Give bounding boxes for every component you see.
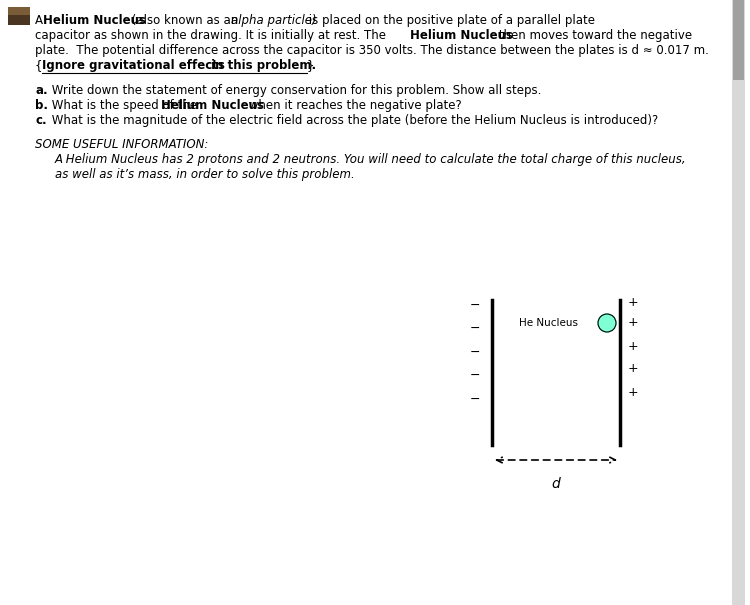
- FancyBboxPatch shape: [732, 0, 745, 605]
- Text: +: +: [628, 295, 638, 309]
- Text: as well as it’s mass, in order to solve this problem.: as well as it’s mass, in order to solve …: [55, 168, 355, 181]
- Text: A: A: [35, 14, 46, 27]
- Text: What is the magnitude of the electric field across the plate (before the Helium : What is the magnitude of the electric fi…: [48, 114, 658, 127]
- Text: Write down the statement of energy conservation for this problem. Show all steps: Write down the statement of energy conse…: [48, 84, 542, 97]
- Text: +: +: [628, 387, 638, 399]
- Text: −: −: [470, 298, 480, 312]
- Text: (also known as an: (also known as an: [128, 14, 242, 27]
- FancyBboxPatch shape: [8, 7, 30, 25]
- Text: capacitor as shown in the drawing. It is initially at rest. The: capacitor as shown in the drawing. It is…: [35, 29, 390, 42]
- Text: −: −: [470, 368, 480, 382]
- Text: +: +: [628, 316, 638, 330]
- Text: }: }: [307, 59, 314, 72]
- Text: Ignore gravitational effects: Ignore gravitational effects: [42, 59, 225, 72]
- Text: SOME USEFUL INFORMATION:: SOME USEFUL INFORMATION:: [35, 138, 209, 151]
- Text: +: +: [628, 362, 638, 376]
- Text: plate.  The potential difference across the capacitor is 350 volts. The distance: plate. The potential difference across t…: [35, 44, 709, 57]
- Text: then moves toward the negative: then moves toward the negative: [495, 29, 692, 42]
- Text: Helium Nucleus: Helium Nucleus: [410, 29, 513, 42]
- Text: Helium Nucleus: Helium Nucleus: [161, 99, 264, 112]
- Text: −: −: [470, 345, 480, 359]
- Text: a.: a.: [35, 84, 48, 97]
- Text: He Nucleus: He Nucleus: [519, 318, 578, 328]
- Text: alpha particle): alpha particle): [231, 14, 316, 27]
- Text: is placed on the positive plate of a parallel plate: is placed on the positive plate of a par…: [305, 14, 595, 27]
- Text: +: +: [628, 339, 638, 353]
- Text: b.: b.: [35, 99, 48, 112]
- Text: when it reaches the negative plate?: when it reaches the negative plate?: [245, 99, 462, 112]
- Text: d: d: [551, 477, 560, 491]
- Text: What is the speed of the: What is the speed of the: [48, 99, 201, 112]
- Circle shape: [598, 314, 616, 332]
- Text: A Helium Nucleus has 2 protons and 2 neutrons. You will need to calculate the to: A Helium Nucleus has 2 protons and 2 neu…: [55, 153, 687, 166]
- FancyBboxPatch shape: [733, 0, 744, 80]
- Text: Helium Nucleus: Helium Nucleus: [43, 14, 146, 27]
- Text: {: {: [35, 59, 43, 72]
- Text: c.: c.: [35, 114, 46, 127]
- Text: −: −: [470, 393, 480, 405]
- FancyBboxPatch shape: [8, 7, 30, 15]
- Text: in this problem.: in this problem.: [207, 59, 316, 72]
- Text: −: −: [470, 321, 480, 335]
